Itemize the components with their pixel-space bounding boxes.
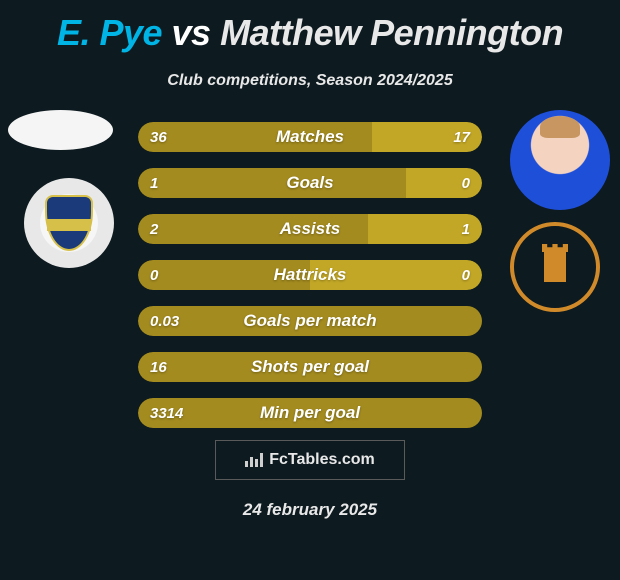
stats-bars: Matches3617Goals10Assists21Hattricks00Go…	[138, 122, 482, 444]
stat-row: Shots per goal16	[138, 352, 482, 382]
stat-label: Matches	[138, 122, 482, 152]
vs-text: vs	[172, 12, 211, 53]
stat-value-left: 2	[150, 214, 158, 244]
stat-row: Goals1 0	[138, 168, 482, 198]
stat-label: Assists	[138, 214, 482, 244]
stat-value-left: 0.03	[150, 306, 179, 336]
player1-club-badge	[24, 178, 114, 268]
tower-icon	[544, 250, 566, 282]
stat-label: Shots per goal	[138, 352, 482, 382]
stat-value-left: 1	[150, 168, 158, 198]
player2-name: Matthew Pennington	[220, 12, 563, 53]
stat-row: Assists2 1	[138, 214, 482, 244]
stat-value-right: 1	[462, 214, 470, 244]
stat-row: Min per goal3314	[138, 398, 482, 428]
bar-chart-icon	[245, 453, 263, 467]
comparison-title: E. Pye vs Matthew Pennington	[0, 0, 620, 54]
stat-value-left: 3314	[150, 398, 183, 428]
watermark-text: FcTables.com	[269, 451, 375, 469]
stat-label: Min per goal	[138, 398, 482, 428]
stat-value-right: 17	[453, 122, 470, 152]
player1-avatar	[8, 110, 113, 150]
stat-label: Goals per match	[138, 306, 482, 336]
stat-value-right: 0	[462, 260, 470, 290]
subtitle: Club competitions, Season 2024/2025	[0, 72, 620, 90]
stat-row: Goals per match0.03	[138, 306, 482, 336]
stat-row: Hattricks0 0	[138, 260, 482, 290]
stat-value-left: 0	[150, 260, 158, 290]
player2-avatar	[510, 110, 610, 210]
stat-row: Matches36 17	[138, 122, 482, 152]
stat-value-right: 0	[462, 168, 470, 198]
shield-icon	[45, 195, 93, 251]
watermark: FcTables.com	[215, 440, 405, 480]
player2-club-badge	[510, 222, 600, 312]
stat-value-left: 16	[150, 352, 167, 382]
stat-label: Hattricks	[138, 260, 482, 290]
stat-label: Goals	[138, 168, 482, 198]
player1-name: E. Pye	[57, 12, 162, 53]
date-text: 24 february 2025	[0, 500, 620, 520]
stat-value-left: 36	[150, 122, 167, 152]
